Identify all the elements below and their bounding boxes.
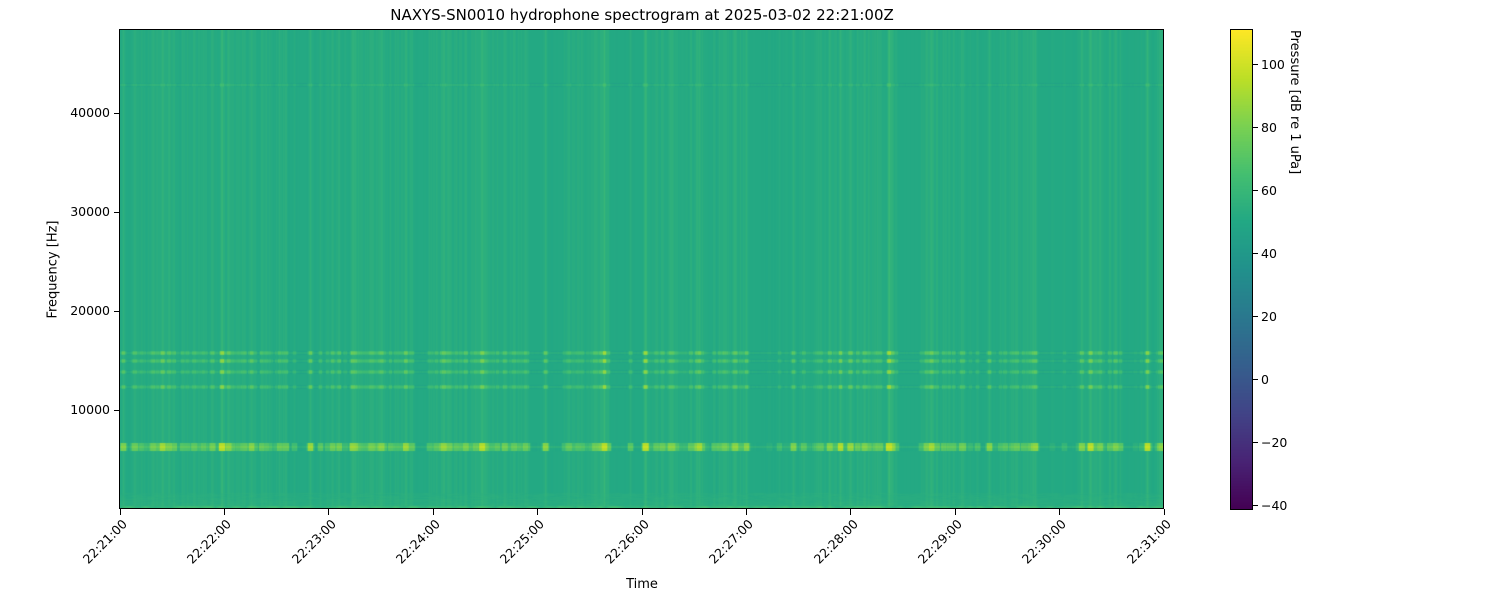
colorbar-tick-label: 80 [1261, 119, 1277, 135]
x-tick-mark [537, 509, 539, 515]
colorbar-tick-label: −20 [1261, 434, 1288, 450]
y-tick-label: 20000 [70, 303, 110, 319]
x-tick-label: 22:25:00 [497, 516, 548, 567]
colorbar-label: Pressure [dB re 1 uPa] [1287, 30, 1302, 175]
x-tick-mark [223, 509, 225, 515]
y-tick-label: 30000 [70, 204, 110, 220]
colorbar-tick-label: 40 [1261, 245, 1277, 261]
colorbar-tick-mark [1253, 127, 1258, 129]
x-tick-label: 22:28:00 [810, 516, 861, 567]
x-tick-mark [1163, 509, 1165, 515]
x-tick-label: 22:26:00 [601, 516, 652, 567]
y-tick-mark [114, 211, 120, 213]
x-tick-label: 22:24:00 [392, 516, 444, 567]
colorbar-tick-mark [1253, 190, 1258, 192]
x-tick-mark [954, 509, 956, 515]
x-tick-mark [119, 509, 121, 515]
colorbar-tick-mark [1253, 505, 1258, 507]
y-tick-mark [114, 112, 120, 114]
x-tick-label: 22:29:00 [914, 516, 966, 567]
x-tick-mark [328, 509, 330, 515]
x-axis-label: Time [626, 577, 658, 592]
colorbar-tick-label: 20 [1261, 308, 1277, 324]
chart-title: NAXYS-SN0010 hydrophone spectrogram at 2… [390, 6, 894, 24]
x-tick-label: 22:23:00 [288, 516, 339, 567]
x-tick-mark [850, 509, 852, 515]
colorbar-tick-mark [1253, 253, 1258, 255]
y-tick-label: 40000 [70, 105, 110, 121]
colorbar-tick-label: −40 [1261, 497, 1288, 513]
x-tick-mark [641, 509, 643, 515]
x-tick-label: 22:31:00 [1123, 516, 1174, 567]
colorbar-tick-mark [1253, 379, 1258, 381]
x-tick-mark [1059, 509, 1061, 515]
colorbar [1231, 30, 1252, 509]
x-tick-label: 22:27:00 [705, 516, 757, 567]
colorbar-tick-label: 60 [1261, 182, 1277, 198]
x-tick-label: 22:21:00 [79, 516, 130, 567]
y-tick-mark [114, 409, 120, 411]
colorbar-tick-mark [1253, 316, 1258, 318]
spectrogram-heatmap [120, 30, 1164, 509]
x-tick-mark [432, 509, 434, 515]
colorbar-tick-label: 0 [1261, 371, 1269, 387]
x-tick-label: 22:30:00 [1019, 516, 1070, 567]
y-tick-mark [114, 310, 120, 312]
colorbar-tick-label: 100 [1261, 56, 1285, 72]
x-tick-mark [745, 509, 747, 515]
colorbar-tick-mark [1253, 64, 1258, 66]
x-tick-label: 22:22:00 [183, 516, 235, 567]
colorbar-tick-mark [1253, 442, 1258, 444]
y-tick-label: 10000 [70, 402, 110, 418]
